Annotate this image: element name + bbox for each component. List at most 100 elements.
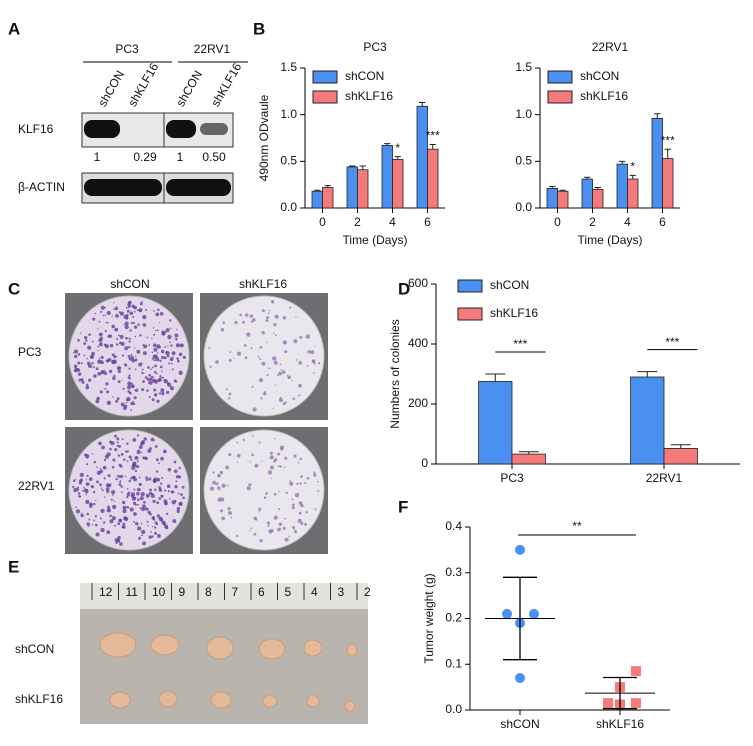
colony	[239, 313, 243, 317]
colony	[139, 507, 142, 510]
colony	[145, 309, 148, 311]
colony	[93, 519, 96, 522]
colony	[178, 370, 183, 375]
colony	[133, 310, 136, 313]
colony	[160, 494, 164, 498]
colony	[266, 316, 269, 319]
colony	[128, 340, 131, 343]
point	[529, 608, 539, 619]
bar	[381, 145, 393, 209]
colony	[147, 525, 149, 527]
colony	[129, 507, 134, 512]
colony	[317, 480, 319, 483]
colony	[304, 482, 307, 485]
colony	[144, 376, 148, 380]
colony	[157, 533, 161, 538]
colony	[289, 306, 292, 309]
colony	[95, 499, 97, 502]
colony	[73, 489, 77, 493]
colony	[212, 471, 215, 474]
colony	[122, 387, 125, 390]
colony	[117, 334, 120, 337]
colony	[116, 444, 119, 447]
colony	[96, 480, 99, 484]
y-tick-label: 0.0	[280, 200, 297, 214]
colony	[299, 335, 303, 339]
row-label: shKLF16	[15, 692, 63, 706]
colony	[278, 490, 280, 493]
colony	[160, 456, 164, 461]
ruler-label: 3	[338, 585, 345, 599]
colony	[91, 453, 94, 455]
colony	[142, 541, 147, 546]
colony	[100, 310, 103, 313]
point	[515, 672, 525, 683]
colony	[89, 506, 91, 508]
colony	[298, 360, 302, 365]
ruler-label: 4	[311, 585, 318, 599]
colony	[119, 480, 122, 483]
colony	[146, 336, 149, 339]
x-tick-label: shKLF16	[596, 717, 644, 731]
colony	[221, 516, 225, 521]
colony	[146, 377, 151, 382]
colony	[113, 308, 115, 311]
colony	[132, 400, 135, 403]
colony	[114, 327, 119, 332]
colony	[97, 359, 102, 364]
colony	[282, 316, 287, 320]
colony	[249, 461, 251, 463]
colony	[77, 372, 82, 376]
colony	[91, 340, 94, 343]
colony	[281, 370, 286, 374]
colony	[154, 364, 157, 368]
colony	[160, 482, 163, 485]
colony	[266, 521, 271, 525]
colony	[135, 306, 138, 308]
colony	[105, 321, 108, 324]
colony	[155, 357, 160, 362]
colony	[125, 306, 128, 309]
colony	[243, 344, 247, 347]
tumor	[344, 700, 356, 712]
colony	[140, 523, 143, 525]
colony	[284, 517, 287, 520]
colony	[146, 520, 149, 523]
colony	[236, 351, 242, 356]
colony	[117, 522, 121, 526]
colony	[79, 472, 84, 478]
colony	[251, 453, 254, 457]
colony	[258, 441, 261, 444]
colony	[104, 371, 108, 375]
legend-label: shKLF16	[345, 89, 393, 103]
colony	[125, 401, 128, 404]
colony	[121, 354, 125, 357]
colony	[111, 465, 115, 469]
colony	[77, 338, 80, 342]
colony	[154, 371, 157, 374]
colony	[132, 501, 137, 505]
colony	[113, 302, 115, 304]
colony	[267, 312, 270, 314]
colony	[142, 380, 145, 383]
band	[84, 120, 120, 138]
y-tick-label: 0.5	[280, 154, 297, 168]
colony	[96, 470, 101, 475]
colony	[138, 362, 143, 367]
colony	[141, 507, 146, 512]
colony	[112, 504, 117, 510]
colony	[131, 464, 135, 467]
error-bar	[419, 102, 426, 107]
colony	[122, 525, 126, 529]
colony	[128, 374, 131, 377]
legend-swatch	[312, 90, 338, 104]
legend-swatch	[457, 279, 483, 293]
colony	[299, 457, 302, 461]
colony	[135, 355, 137, 357]
colony	[311, 359, 316, 363]
y-axis-label: Tumor weight (g)	[422, 573, 436, 663]
bar	[630, 376, 665, 465]
colony	[111, 315, 113, 317]
colony	[91, 351, 95, 356]
colony	[297, 518, 302, 523]
